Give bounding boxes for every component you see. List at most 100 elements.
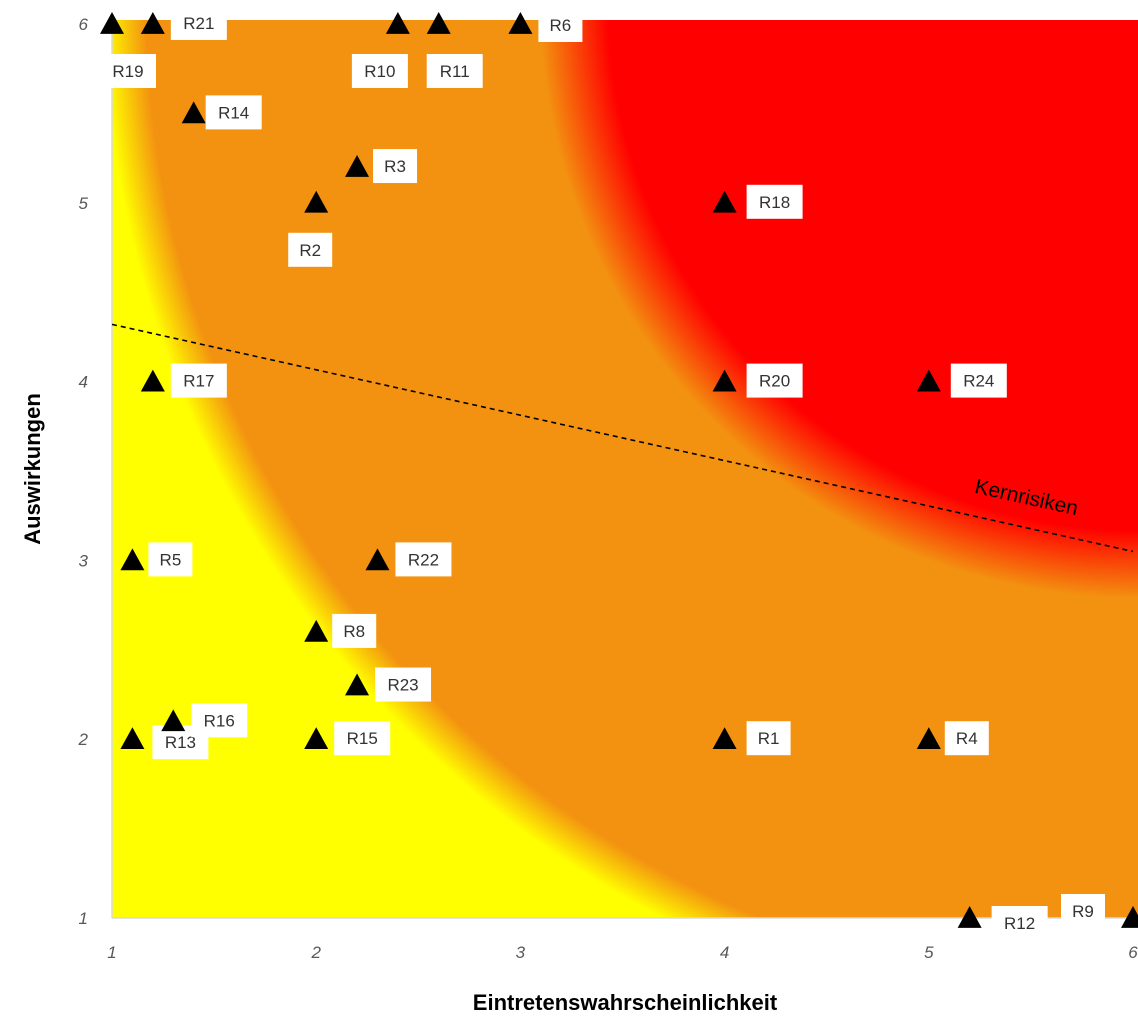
point-label-box (426, 54, 483, 88)
triangle-marker (385, 12, 410, 34)
point-label: R19 (112, 62, 143, 81)
point-label-box (944, 721, 989, 756)
data-point-r21: R21 (140, 6, 227, 40)
triangle-marker (916, 727, 941, 750)
data-point-r11: R11 (426, 12, 483, 88)
triangle-marker (304, 727, 329, 750)
triangle-marker (100, 12, 124, 34)
point-label-box (351, 54, 408, 88)
triangle-marker (120, 548, 145, 571)
triangle-marker (345, 673, 370, 696)
point-label: R6 (550, 16, 572, 35)
x-tick-label: 4 (720, 943, 729, 962)
point-label: R12 (1004, 914, 1035, 933)
point-label-box (746, 363, 803, 398)
point-label: R23 (387, 676, 418, 695)
point-label-box (538, 8, 583, 42)
point-label: R1 (758, 729, 780, 748)
threshold-line-group (112, 323, 1134, 553)
point-label: R10 (364, 62, 395, 81)
point-label: R20 (759, 372, 790, 391)
triangle-marker (957, 906, 982, 928)
x-tick-label: 6 (1128, 943, 1138, 962)
data-point-r24: R24 (916, 363, 1007, 398)
point-label-box (746, 184, 803, 219)
point-label: R22 (408, 550, 439, 569)
data-point-r2: R2 (288, 190, 333, 267)
point-label: R17 (183, 372, 214, 391)
point-label-box (334, 721, 391, 756)
data-point-r19: R19 (100, 12, 156, 88)
data-point-r8: R8 (304, 613, 377, 648)
data-point-r23: R23 (345, 667, 432, 702)
triangle-marker (304, 619, 329, 642)
data-point-r17: R17 (140, 363, 227, 398)
point-label: R18 (759, 193, 790, 212)
point-label-box (991, 906, 1048, 940)
point-label: R4 (956, 729, 978, 748)
point-label-box (288, 232, 333, 267)
triangle-marker (426, 12, 451, 34)
point-label-box (375, 667, 432, 702)
data-points: R1 R2 R3 R4 R5 R6 R8 R9 R10 R11 R12 R13 R14 R15 R16 R17… (100, 6, 1138, 940)
data-point-r5: R5 (120, 542, 193, 577)
point-label: R5 (160, 550, 182, 569)
point-label-box (148, 542, 193, 577)
point-label: R24 (963, 372, 994, 391)
triangle-marker (365, 548, 390, 571)
y-tick-label: 4 (79, 373, 88, 392)
data-point-r4: R4 (916, 721, 989, 756)
x-tick-label: 2 (310, 943, 321, 962)
x-tick-label: 3 (516, 943, 526, 962)
point-label-box (205, 95, 262, 130)
data-point-r6: R6 (508, 8, 583, 42)
point-label-box (746, 721, 791, 756)
data-point-r18: R18 (712, 184, 803, 219)
triangle-marker (181, 101, 206, 124)
y-tick-label: 1 (79, 909, 88, 928)
triangle-marker (140, 12, 165, 34)
triangle-marker (120, 727, 145, 750)
data-point-r16: R16 (161, 703, 248, 738)
point-label: R3 (384, 157, 406, 176)
point-label-box (395, 542, 452, 577)
threshold-line (112, 323, 1134, 553)
triangle-marker (712, 727, 737, 750)
point-label: R8 (343, 622, 365, 641)
point-label-box (1061, 894, 1105, 928)
triangle-marker (712, 190, 737, 213)
data-point-r14: R14 (181, 95, 262, 130)
triangle-marker (140, 369, 165, 392)
data-point-r9: R9 (1061, 894, 1138, 928)
point-label-box (950, 363, 1007, 398)
point-label: R13 (165, 733, 196, 752)
triangle-marker (345, 155, 370, 177)
data-point-r1: R1 (712, 721, 791, 756)
point-label: R21 (183, 14, 214, 33)
point-label-box (100, 54, 156, 88)
triangle-marker (1121, 906, 1138, 928)
x-axis-title: Eintretenswahrscheinlichkeit (473, 990, 778, 1015)
plot-area-background (112, 20, 1138, 918)
point-label-box (332, 613, 377, 648)
data-point-r12: R12 (957, 906, 1048, 940)
triangle-marker (161, 709, 186, 732)
point-label: R14 (218, 103, 249, 122)
x-tick-label: 1 (107, 943, 116, 962)
data-point-r10: R10 (351, 12, 410, 88)
point-label: R11 (440, 62, 470, 81)
triangle-marker (712, 369, 737, 392)
data-point-r22: R22 (365, 542, 452, 577)
triangle-marker (916, 369, 941, 392)
point-label-box (191, 703, 248, 738)
data-point-r3: R3 (345, 149, 418, 184)
point-label-box (170, 363, 227, 398)
y-tick-label: 5 (79, 194, 89, 213)
triangle-marker (508, 12, 533, 34)
data-point-r15: R15 (304, 721, 391, 756)
y-tick-label: 6 (79, 15, 89, 34)
point-label-box (373, 149, 418, 184)
point-label-box (170, 6, 227, 40)
x-tick-label: 5 (924, 943, 934, 962)
